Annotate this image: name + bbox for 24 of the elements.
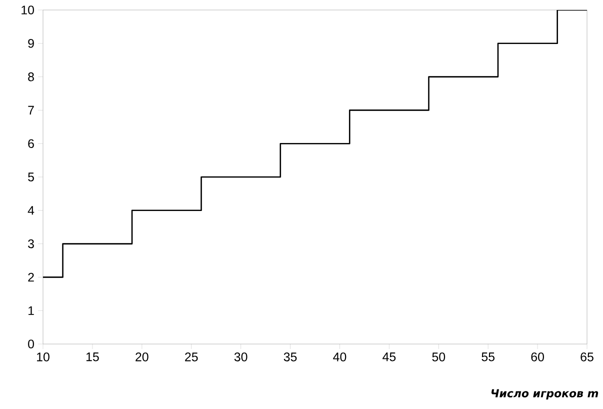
- y-tick-label: 3: [28, 239, 34, 248]
- y-tick-label: 9: [28, 38, 34, 48]
- y-tick-label: 6: [28, 139, 34, 148]
- y-tick-label: 4: [28, 206, 34, 215]
- x-tick-label: 15: [86, 352, 99, 362]
- x-tick-label: 45: [382, 352, 396, 362]
- x-tick-label: 65: [580, 352, 594, 362]
- y-tick-label: 8: [28, 72, 34, 82]
- x-tick-label: 50: [432, 352, 446, 362]
- y-tick-label: 5: [28, 172, 34, 182]
- y-tick-label: 10: [22, 6, 34, 14]
- y-tick-label: 1: [28, 306, 34, 315]
- y-tick-label: 7: [28, 106, 34, 114]
- x-tick-label: 30: [234, 352, 248, 362]
- x-axis-title: Число игроков m: [492, 389, 598, 400]
- y-tick-label: 0: [28, 340, 34, 348]
- x-tick-label: 35: [284, 352, 297, 362]
- x-tick-label: 20: [136, 352, 148, 362]
- x-tick-label: 60: [531, 352, 544, 362]
- x-tick-label: 10: [37, 352, 50, 362]
- y-tick-label: 2: [28, 272, 34, 282]
- x-tick-label: 55: [482, 352, 495, 362]
- x-tick-label: 25: [185, 352, 198, 362]
- x-tick-label: 40: [333, 352, 346, 362]
